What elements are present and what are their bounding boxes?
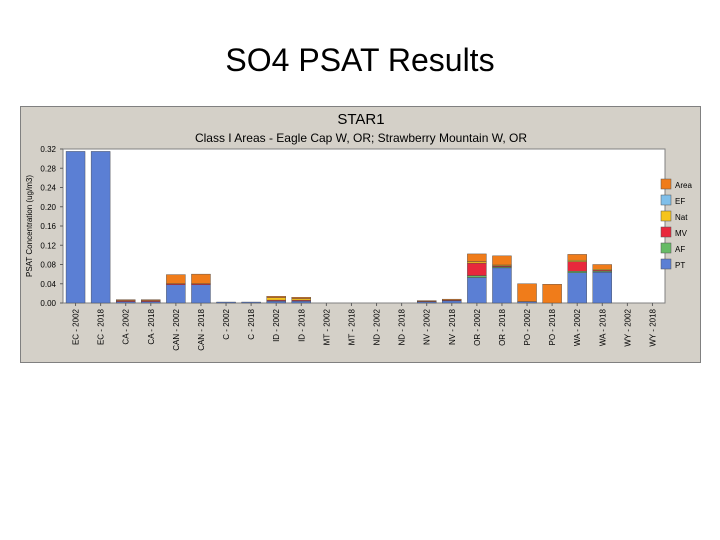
x-tick-label: OR - 2018 — [498, 308, 507, 345]
x-tick-label: EC - 2002 — [72, 308, 81, 345]
y-tick-label: 0.04 — [40, 280, 56, 289]
y-axis-label: PSAT Concentration (ug/m3) — [25, 175, 34, 277]
y-tick-label: 0.24 — [40, 184, 56, 193]
x-tick-label: ID - 2018 — [297, 308, 306, 341]
bar-segment-nat — [291, 298, 311, 301]
y-tick-label: 0.00 — [40, 299, 56, 308]
y-tick-label: 0.32 — [40, 145, 56, 154]
plot-area — [62, 148, 666, 304]
x-tick-label: WY - 2002 — [623, 308, 632, 346]
bar-segment-area — [467, 253, 487, 262]
y-tick-label: 0.16 — [40, 222, 56, 231]
y-tick-label: 0.12 — [40, 241, 56, 250]
bar-segment-pt — [467, 277, 487, 304]
legend-label-nat: Nat — [675, 213, 688, 222]
chart-title: STAR1 — [337, 111, 384, 128]
legend-swatch-ef — [660, 194, 672, 206]
x-tick-label: ND - 2002 — [373, 308, 382, 345]
legend-swatch-mv — [660, 226, 672, 238]
x-tick-label: NV - 2018 — [448, 308, 457, 345]
legend-swatch-af — [660, 242, 672, 254]
bar-segment-area — [191, 273, 211, 284]
bar-segment-area — [116, 299, 136, 301]
bar-segment-area — [517, 283, 537, 302]
y-tick-label: 0.20 — [40, 203, 56, 212]
legend-swatch-area — [660, 178, 672, 190]
bar-segment-nat — [266, 297, 286, 301]
legend-label-area: Area — [675, 181, 692, 190]
x-tick-label: EC - 2018 — [97, 308, 106, 345]
bar-segment-area — [592, 264, 612, 270]
bar-segment-pt — [90, 151, 111, 304]
x-tick-label: WA - 2002 — [573, 308, 582, 346]
bar-segment-area — [417, 300, 437, 302]
bar-segment-nat — [467, 261, 487, 264]
x-tick-label: PO - 2002 — [523, 308, 532, 345]
legend-label-af: AF — [675, 245, 685, 254]
bar-segment-pt — [191, 284, 211, 304]
legend-label-pt: PT — [675, 261, 685, 270]
bar-segment-area — [291, 297, 311, 299]
legend-swatch-pt — [660, 258, 672, 270]
x-tick-label: MT - 2018 — [347, 308, 356, 345]
x-tick-label: ID - 2002 — [272, 308, 281, 341]
x-tick-label: C - 2002 — [222, 308, 231, 339]
bar-segment-area — [567, 254, 587, 261]
bar-segment-area — [492, 255, 512, 266]
bar-segment-area — [442, 298, 462, 301]
legend-swatch-nat — [660, 210, 672, 222]
bar-segment-area — [266, 296, 286, 298]
x-tick-label: WA - 2018 — [598, 308, 607, 346]
x-tick-label: PO - 2018 — [548, 308, 557, 345]
bar-segment-pt — [492, 267, 512, 304]
x-tick-label: OR - 2002 — [473, 308, 482, 345]
bar-segment-pt — [592, 271, 612, 304]
x-tick-label: CAN - 2002 — [172, 308, 181, 350]
x-tick-label: ND - 2018 — [398, 308, 407, 345]
x-tick-label: WY - 2018 — [648, 308, 657, 346]
bar-segment-pt — [567, 272, 587, 304]
stacked-bar-chart: STAR1 Class I Areas - Eagle Cap W, OR; St… — [25, 111, 692, 351]
x-tick-label: C - 2018 — [247, 308, 256, 339]
x-tick-label: CA - 2018 — [147, 308, 156, 344]
bar-segment-mv — [567, 261, 587, 272]
x-tick-label: CAN - 2018 — [197, 308, 206, 350]
bar-segment-nat — [567, 259, 587, 262]
bar-segment-pt — [166, 284, 186, 304]
x-tick-label: CA - 2002 — [122, 308, 131, 344]
bar-segment-pt — [241, 301, 261, 304]
legend-label-mv: MV — [675, 229, 688, 238]
bar-segment-pt — [291, 300, 311, 304]
bar-segment-af — [467, 275, 487, 278]
bar-segment-area — [141, 299, 161, 301]
chart-panel: STAR1 Class I Areas - Eagle Cap W, OR; St… — [20, 106, 701, 363]
x-tick-label: MT - 2002 — [322, 308, 331, 345]
bar-segment-area — [166, 274, 186, 284]
bar-segment-pt — [65, 151, 86, 304]
slide-title: SO4 PSAT Results — [225, 42, 495, 78]
legend-label-ef: EF — [675, 197, 685, 206]
bar-segment-pt — [216, 301, 236, 304]
chart-subtitle: Class I Areas - Eagle Cap W, OR; Strawbe… — [195, 131, 527, 145]
bar-segment-mv — [467, 262, 487, 276]
bar-segment-area — [542, 284, 562, 304]
bar-segment-af — [567, 271, 587, 273]
x-tick-label: NV - 2002 — [423, 308, 432, 345]
y-tick-label: 0.08 — [40, 261, 56, 270]
y-tick-label: 0.28 — [40, 164, 56, 173]
bar-segment-pt — [141, 301, 161, 304]
bar-segment-pt — [116, 301, 136, 304]
bar-segment-pt — [266, 300, 286, 304]
bar-segment-pt — [517, 301, 537, 304]
